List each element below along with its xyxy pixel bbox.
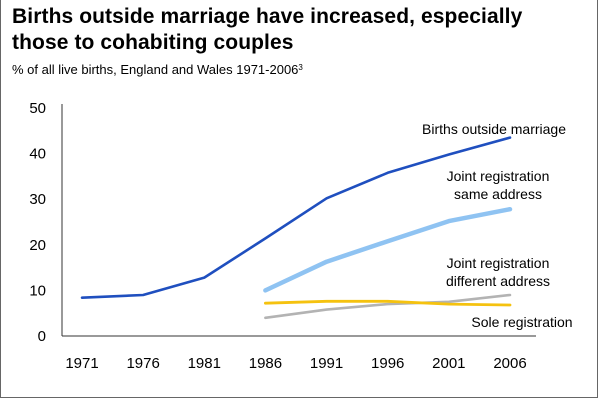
chart-title: Births outside marriage have increased, … (12, 4, 592, 56)
x-tick-label: 1996 (371, 355, 404, 372)
y-axis-tick-labels: 0 10 20 30 40 50 (29, 100, 46, 345)
chart-axes (61, 104, 536, 337)
series-label-4: Sole registration (471, 314, 572, 330)
y-tick-label: 40 (29, 146, 46, 163)
series-label-3: Joint registration (447, 255, 550, 271)
chart-title-line-2: those to cohabiting couples (12, 31, 294, 54)
y-tick-label: 20 (29, 237, 46, 254)
x-axis-tick-labels: 1971 1976 1981 1986 1991 1996 2001 2006 (65, 355, 526, 372)
chart-subtitle-text: % of all live births, England and Wales … (12, 62, 299, 77)
series-line-3 (264, 293, 512, 320)
series-label-3: different address (446, 273, 550, 289)
series-line-1 (80, 136, 512, 300)
y-tick-label: 0 (38, 328, 46, 345)
chart-subtitle: % of all live births, England and Wales … (12, 62, 303, 78)
series-label-2: same address (454, 186, 542, 202)
x-tick-label: 2006 (493, 355, 526, 372)
series-label-2: Joint registration (447, 168, 550, 184)
y-tick-label: 10 (29, 282, 46, 299)
x-tick-label: 1976 (126, 355, 159, 372)
footnote-marker: 3 (298, 63, 303, 72)
series-lines (80, 136, 513, 320)
chart-title-line-1: Births outside marriage have increased, … (12, 5, 523, 28)
series-label-1: Births outside marriage (422, 121, 566, 137)
series-line-2 (263, 206, 513, 293)
y-tick-label: 30 (29, 191, 46, 208)
x-tick-label: 1981 (188, 355, 221, 372)
x-tick-label: 2001 (432, 355, 465, 372)
x-tick-label: 1991 (310, 355, 343, 372)
series-labels: Births outside marriage Joint registratio… (422, 121, 573, 330)
x-tick-label: 1971 (65, 355, 98, 372)
x-tick-label: 1986 (249, 355, 282, 372)
y-tick-label: 50 (29, 100, 46, 117)
series-line-4 (263, 299, 512, 307)
